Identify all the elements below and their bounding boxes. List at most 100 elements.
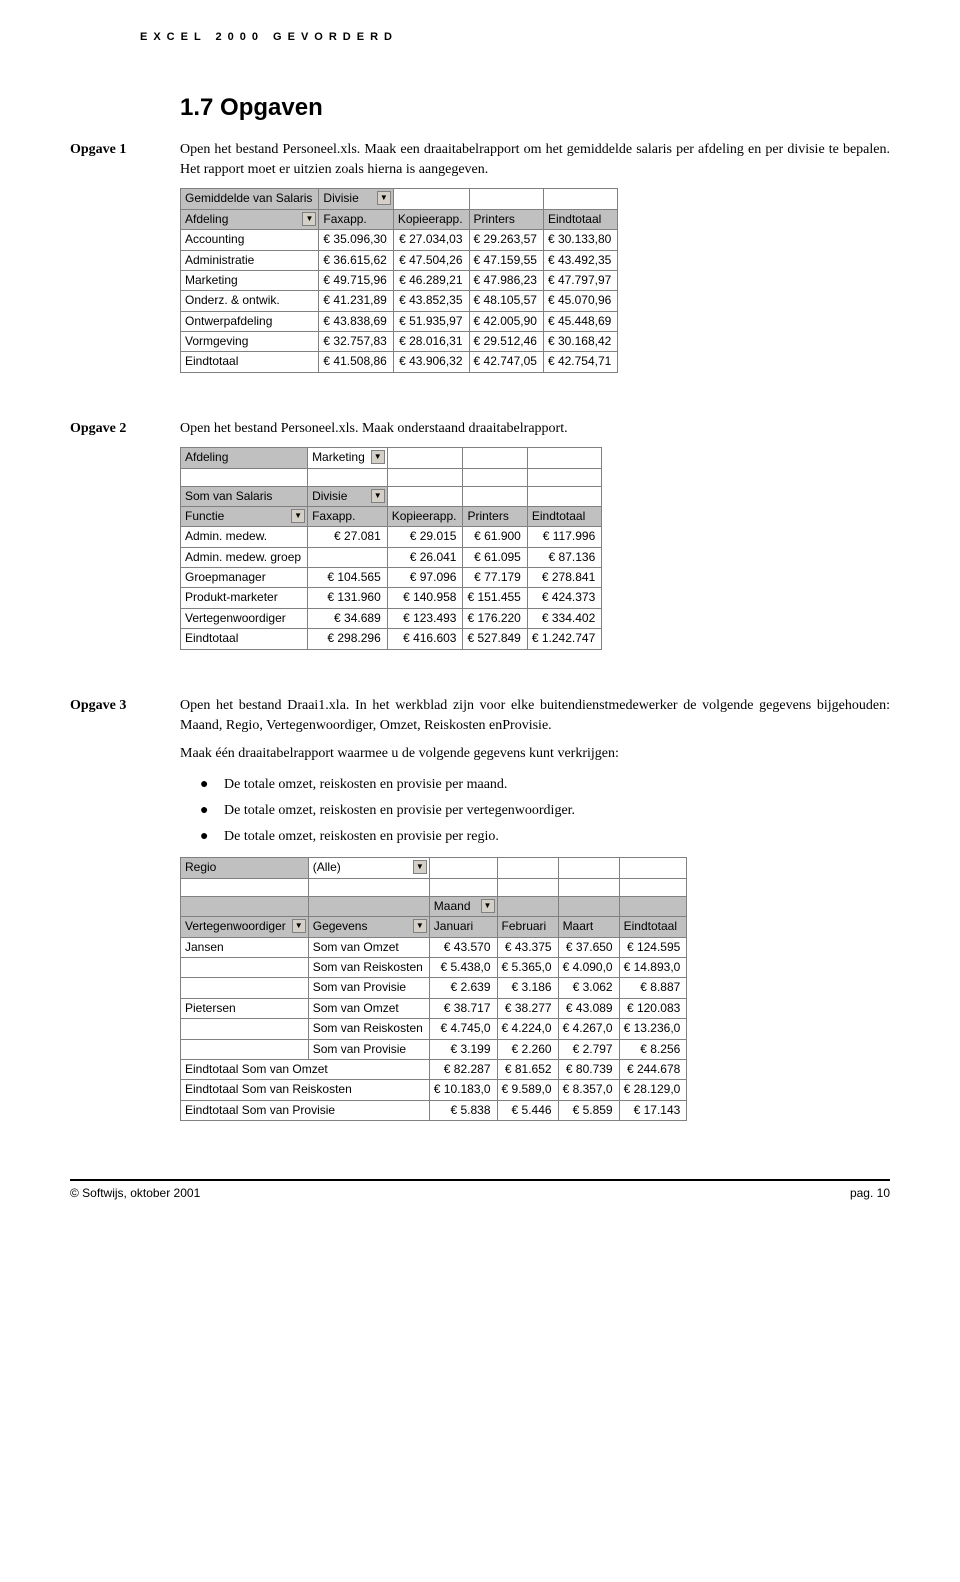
cell: Som van Provisie — [308, 978, 429, 998]
cell: € 38.717 — [429, 998, 497, 1018]
cell — [308, 547, 388, 567]
cell: € 35.096,30 — [319, 230, 393, 250]
cell: € 48.105,57 — [469, 291, 543, 311]
opgave3-label: Opgave 3 — [70, 696, 160, 716]
cell: € 278.841 — [527, 568, 601, 588]
cell: Onderz. & ontwik. — [181, 291, 319, 311]
cell — [393, 189, 469, 209]
cell: € 4.090,0 — [558, 958, 619, 978]
cell: € 424.373 — [527, 588, 601, 608]
cell — [527, 486, 601, 506]
cell — [387, 448, 463, 468]
cell: € 5.438,0 — [429, 958, 497, 978]
t2-pagevalue-dropdown[interactable]: Marketing▼ — [308, 448, 388, 468]
cell: Eindtotaal — [181, 352, 319, 372]
cell: € 28.016,31 — [393, 332, 469, 352]
cell: € 4.745,0 — [429, 1019, 497, 1039]
cell — [181, 1019, 309, 1039]
t2-colfield-label: Divisie — [312, 489, 347, 503]
cell: € 29.512,46 — [469, 332, 543, 352]
pivot-table-2: Afdeling Marketing▼ Som van Salaris Divi… — [180, 447, 602, 650]
t1-rowfield-dropdown[interactable]: Afdeling▼ — [181, 209, 319, 229]
cell: € 32.757,83 — [319, 332, 393, 352]
t1-measure: Gemiddelde van Salaris — [181, 189, 319, 209]
t3-colfield-dropdown[interactable]: Maand▼ — [429, 896, 497, 916]
cell: € 80.739 — [558, 1059, 619, 1079]
cell: € 1.242.747 — [527, 629, 601, 649]
cell: Groepmanager — [181, 568, 308, 588]
cell: € 151.455 — [463, 588, 527, 608]
cell: € 43.089 — [558, 998, 619, 1018]
cell: € 38.277 — [497, 998, 558, 1018]
cell: Accounting — [181, 230, 319, 250]
cell: € 28.129,0 — [619, 1080, 687, 1100]
cell: € 82.287 — [429, 1059, 497, 1079]
cell: Eindtotaal — [181, 629, 308, 649]
cell: € 123.493 — [387, 608, 463, 628]
page-footer: © Softwijs, oktober 2001 pag. 10 — [70, 1179, 890, 1202]
cell: € 4.267,0 — [558, 1019, 619, 1039]
cell: € 10.183,0 — [429, 1080, 497, 1100]
cell: € 45.448,69 — [543, 311, 617, 331]
t1-col-h: Kopieerapp. — [393, 209, 469, 229]
cell: € 43.570 — [429, 937, 497, 957]
footer-left: © Softwijs, oktober 2001 — [70, 1185, 200, 1202]
t1-colfield-label: Divisie — [323, 191, 358, 205]
cell — [181, 978, 309, 998]
cell: € 8.887 — [619, 978, 687, 998]
cell: € 42.754,71 — [543, 352, 617, 372]
t3-rowfield2-dropdown[interactable]: Gegevens▼ — [308, 917, 429, 937]
cell: € 8.256 — [619, 1039, 687, 1059]
cell: € 2.260 — [497, 1039, 558, 1059]
t1-colfield-dropdown[interactable]: Divisie▼ — [319, 189, 393, 209]
cell: € 244.678 — [619, 1059, 687, 1079]
bullet-item: De totale omzet, reiskosten en provisie … — [200, 775, 890, 795]
t3-rowfield1-dropdown[interactable]: Vertegenwoordiger▼ — [181, 917, 309, 937]
t3-pagevalue-dropdown[interactable]: (Alle)▼ — [308, 858, 429, 878]
t2-colfield-dropdown[interactable]: Divisie▼ — [308, 486, 388, 506]
cell: € 17.143 — [619, 1100, 687, 1120]
cell — [387, 486, 463, 506]
t3-rowfield2-label: Gegevens — [313, 919, 368, 933]
opgave2-label: Opgave 2 — [70, 419, 160, 439]
chevron-down-icon: ▼ — [371, 450, 385, 464]
cell: € 61.095 — [463, 547, 527, 567]
t2-rowfield-dropdown[interactable]: Functie▼ — [181, 506, 308, 526]
cell: € 51.935,97 — [393, 311, 469, 331]
cell — [181, 958, 309, 978]
t1-col-h: Printers — [469, 209, 543, 229]
t3-col-h: Februari — [497, 917, 558, 937]
cell: € 8.357,0 — [558, 1080, 619, 1100]
cell: € 61.900 — [463, 527, 527, 547]
opgave3-bullets: De totale omzet, reiskosten en provisie … — [200, 775, 890, 848]
cell: € 43.906,32 — [393, 352, 469, 372]
cell: € 34.689 — [308, 608, 388, 628]
cell: Eindtotaal Som van Reiskosten — [181, 1080, 430, 1100]
cell: € 45.070,96 — [543, 291, 617, 311]
cell: € 43.492,35 — [543, 250, 617, 270]
cell: € 3.199 — [429, 1039, 497, 1059]
t3-pagefield: Regio — [181, 858, 309, 878]
cell: € 42.005,90 — [469, 311, 543, 331]
t3-pagevalue: (Alle) — [313, 860, 341, 874]
cell: Vertegenwoordiger — [181, 608, 308, 628]
opgave3-text1: Open het bestand Draai1.xla. In het werk… — [180, 696, 890, 737]
cell: € 81.652 — [497, 1059, 558, 1079]
cell: € 26.041 — [387, 547, 463, 567]
cell: € 5.838 — [429, 1100, 497, 1120]
cell: Som van Reiskosten — [308, 958, 429, 978]
cell: € 29.263,57 — [469, 230, 543, 250]
cell: € 29.015 — [387, 527, 463, 547]
cell: Som van Provisie — [308, 1039, 429, 1059]
cell: € 4.224,0 — [497, 1019, 558, 1039]
t3-colfield-label: Maand — [434, 899, 471, 913]
cell: € 47.159,55 — [469, 250, 543, 270]
cell: Ontwerpafdeling — [181, 311, 319, 331]
cell: Admin. medew. — [181, 527, 308, 547]
t3-col-h: Eindtotaal — [619, 917, 687, 937]
cell: € 37.650 — [558, 937, 619, 957]
cell: € 41.508,86 — [319, 352, 393, 372]
cell: € 97.096 — [387, 568, 463, 588]
bullet-item: De totale omzet, reiskosten en provisie … — [200, 801, 890, 821]
footer-right: pag. 10 — [850, 1185, 890, 1202]
